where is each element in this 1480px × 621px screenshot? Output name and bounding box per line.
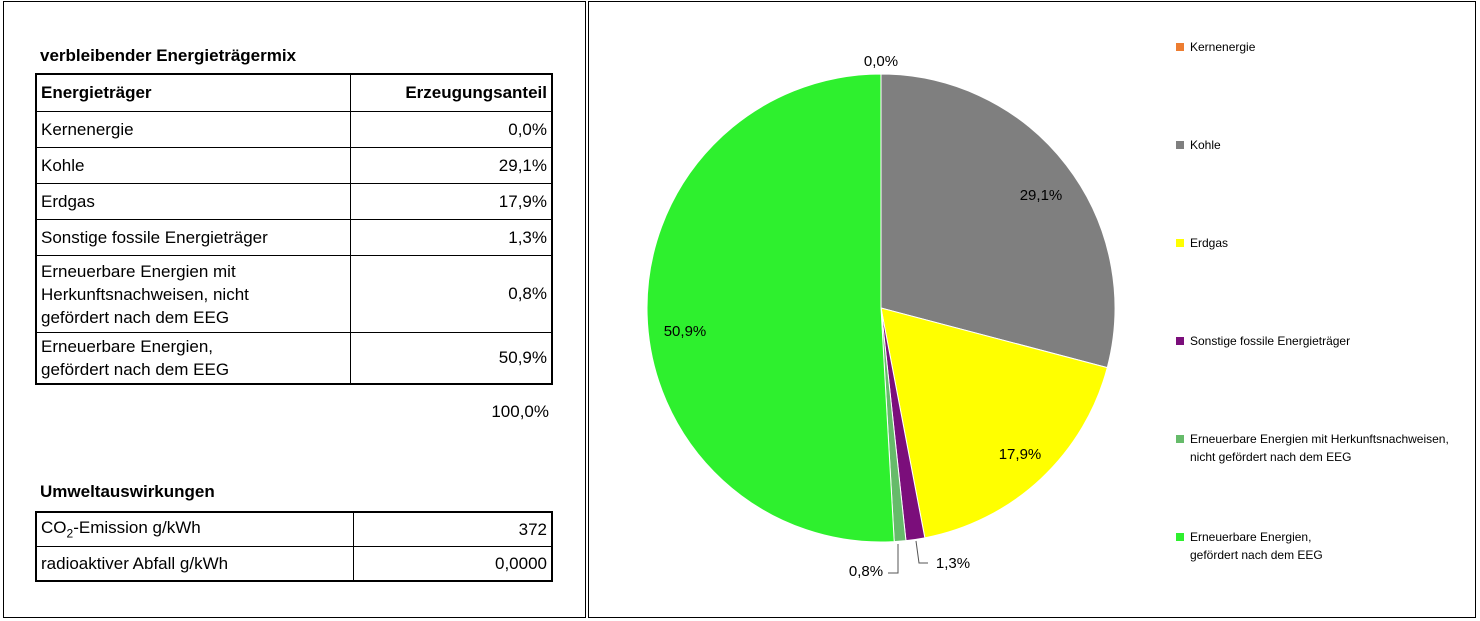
leader-line (915, 540, 928, 564)
legend-label: Kohle (1190, 138, 1221, 152)
pie-data-label: 50,9% (664, 323, 707, 340)
table-row: Sonstige fossile Energieträger 1,3% (35, 219, 553, 256)
table-row: radioaktiver Abfall g/kWh 0,0000 (35, 546, 553, 582)
row-label: Erneuerbare Energien, gefördert nach dem… (35, 332, 352, 384)
legend-swatch (1176, 533, 1184, 541)
pie-slice (880, 307, 1108, 539)
row-label: Erneuerbare Energien mit Herkunftsnachwe… (35, 255, 352, 333)
legend-swatch (1176, 337, 1184, 345)
row-value: 50,9% (350, 332, 553, 384)
table-row: Erneuerbare Energien, gefördert nach dem… (35, 332, 553, 384)
row-value: 17,9% (350, 183, 553, 220)
row-label: Kernenergie (35, 111, 352, 148)
row-label-line: gefördert nach dem EEG (41, 307, 230, 327)
row-label-line: Herkunftsnachweisen, nicht (41, 284, 249, 304)
mix-table-title: verbleibender Energieträgermix (40, 46, 297, 65)
legend-swatch (1176, 435, 1184, 443)
row-label: Erdgas (35, 183, 352, 220)
pie-data-label: 0,8% (849, 563, 883, 580)
leader-line (888, 544, 899, 574)
table-row: Erdgas 17,9% (35, 183, 553, 220)
legend-item: Sonstige fossile Energieträger (1176, 332, 1470, 350)
chart-panel (588, 1, 1476, 618)
row-label-line: gefördert nach dem EEG (41, 359, 230, 379)
table-row: CO2-Emission g/kWh 372 (35, 511, 553, 547)
pie-data-label: 29,1% (1020, 187, 1063, 204)
total-value: 100,0% (491, 402, 549, 421)
legend-swatch (1176, 141, 1184, 149)
waste-value: 0,0000 (353, 546, 553, 582)
legend-label: Erdgas (1190, 236, 1229, 250)
row-label: Sonstige fossile Energieträger (35, 219, 352, 256)
legend-label: Kernenergie (1190, 40, 1256, 54)
row-label-line: Erneuerbare Energien mit (41, 261, 236, 281)
row-value: 0,8% (350, 255, 553, 333)
pie-slice (646, 73, 895, 543)
environment-title: Umweltauswirkungen (40, 482, 215, 501)
legend-swatch (1176, 43, 1184, 51)
legend-label: Erneuerbare Energien, gefördert nach dem… (1190, 530, 1323, 562)
co2-label: CO2-Emission g/kWh (35, 511, 354, 547)
legend-item: Kernenergie (1176, 38, 1470, 56)
legend-label: Sonstige fossile Energieträger (1190, 334, 1351, 348)
legend-item: Kohle (1176, 136, 1470, 154)
row-label-line: Erneuerbare Energien, (41, 336, 214, 356)
environment-table: CO2-Emission g/kWh 372 radioaktiver Abfa… (35, 511, 553, 582)
pie-data-label: 0,0% (864, 53, 898, 70)
pie-data-label: 1,3% (936, 555, 970, 572)
legend-item: Erdgas (1176, 234, 1470, 252)
row-value: 29,1% (350, 147, 553, 184)
waste-label: radioaktiver Abfall g/kWh (35, 546, 354, 582)
pie-slice (880, 73, 1116, 369)
legend-item: Erneuerbare Energien mit Herkunftsnachwe… (1176, 430, 1458, 466)
legend-label: Erneuerbare Energien mit Herkunftsnachwe… (1190, 432, 1449, 464)
legend-swatch (1176, 239, 1184, 247)
energy-mix-table: Energieträger Erzeugungsanteil Kernenerg… (35, 73, 553, 385)
table-row: Erneuerbare Energien mit Herkunftsnachwe… (35, 255, 553, 333)
pie-data-label: 17,9% (999, 446, 1042, 463)
table-panel (3, 1, 586, 618)
header-energietraeger: Energieträger (35, 73, 352, 112)
legend-item: Erneuerbare Energien, gefördert nach dem… (1176, 528, 1350, 564)
